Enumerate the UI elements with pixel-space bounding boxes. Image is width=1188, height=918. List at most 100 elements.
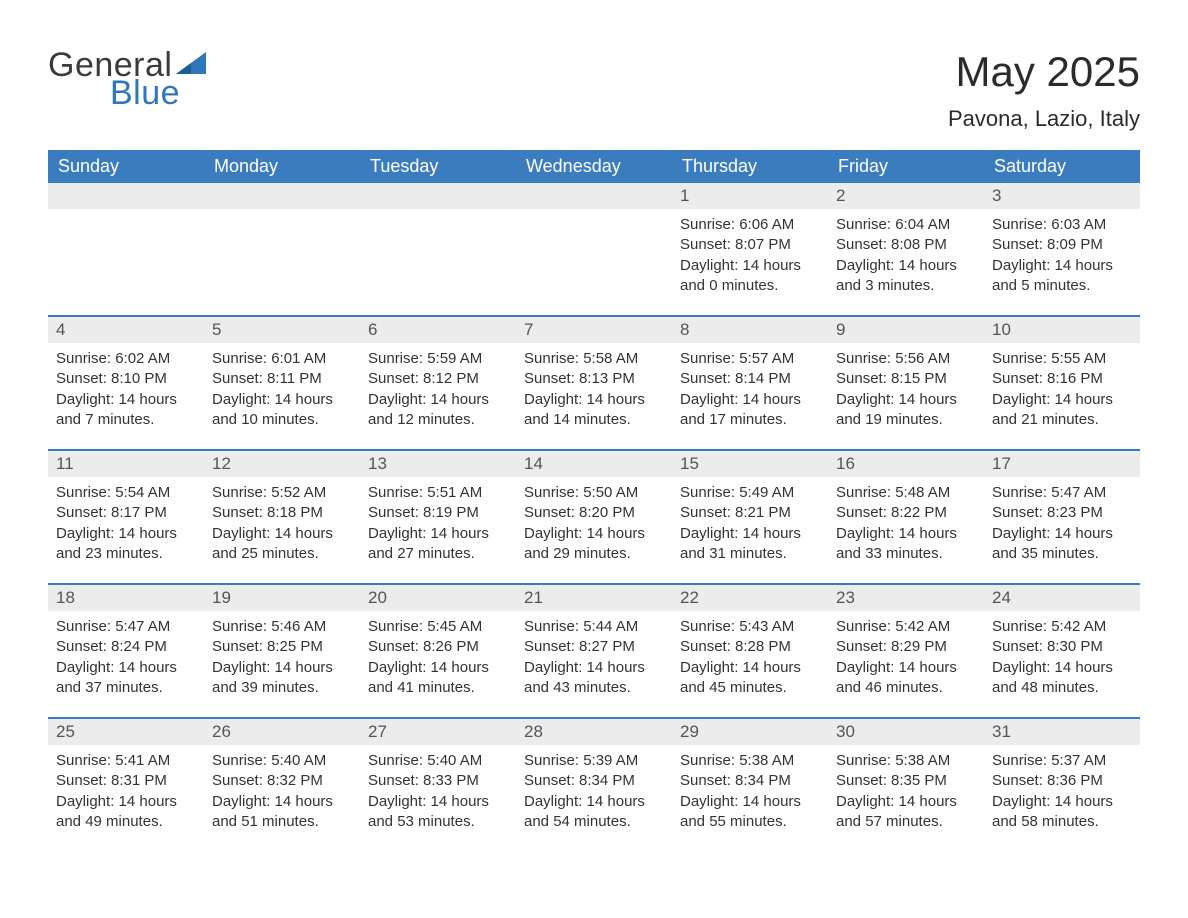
calendar-week-row: 18Sunrise: 5:47 AMSunset: 8:24 PMDayligh…: [48, 583, 1140, 703]
sunrise-line: Sunrise: 5:58 AM: [524, 349, 664, 369]
day-number: 3: [984, 183, 1140, 209]
sunset-line: Sunset: 8:35 PM: [836, 771, 976, 791]
day-number: 22: [672, 585, 828, 611]
sunrise-line: Sunrise: 5:40 AM: [212, 751, 352, 771]
empty-day-header: [516, 183, 672, 209]
sunset-line: Sunset: 8:26 PM: [368, 637, 508, 657]
page-title: May 2025: [948, 48, 1140, 96]
calendar-day-cell: 8Sunrise: 5:57 AMSunset: 8:14 PMDaylight…: [672, 317, 828, 435]
sunrise-line: Sunrise: 6:01 AM: [212, 349, 352, 369]
day-body: Sunrise: 5:40 AMSunset: 8:32 PMDaylight:…: [204, 745, 360, 836]
weekday-header: Wednesday: [516, 150, 672, 183]
sunrise-line: Sunrise: 5:38 AM: [836, 751, 976, 771]
day-number: 12: [204, 451, 360, 477]
day-number: 20: [360, 585, 516, 611]
day-number: 8: [672, 317, 828, 343]
day-body: Sunrise: 5:40 AMSunset: 8:33 PMDaylight:…: [360, 745, 516, 836]
day-body: Sunrise: 5:55 AMSunset: 8:16 PMDaylight:…: [984, 343, 1140, 434]
sunset-line: Sunset: 8:07 PM: [680, 235, 820, 255]
day-number: 31: [984, 719, 1140, 745]
day-number: 11: [48, 451, 204, 477]
daylight-line: Daylight: 14 hours and 35 minutes.: [992, 524, 1132, 565]
day-number: 27: [360, 719, 516, 745]
calendar-day-cell: 25Sunrise: 5:41 AMSunset: 8:31 PMDayligh…: [48, 719, 204, 837]
daylight-line: Daylight: 14 hours and 27 minutes.: [368, 524, 508, 565]
day-body: Sunrise: 5:47 AMSunset: 8:23 PMDaylight:…: [984, 477, 1140, 568]
calendar-day-cell: 23Sunrise: 5:42 AMSunset: 8:29 PMDayligh…: [828, 585, 984, 703]
calendar-day-cell: 28Sunrise: 5:39 AMSunset: 8:34 PMDayligh…: [516, 719, 672, 837]
sunrise-line: Sunrise: 6:04 AM: [836, 215, 976, 235]
day-body: Sunrise: 5:42 AMSunset: 8:30 PMDaylight:…: [984, 611, 1140, 702]
location-subtitle: Pavona, Lazio, Italy: [948, 106, 1140, 132]
day-body: Sunrise: 5:54 AMSunset: 8:17 PMDaylight:…: [48, 477, 204, 568]
calendar-day-cell: 14Sunrise: 5:50 AMSunset: 8:20 PMDayligh…: [516, 451, 672, 569]
day-number: 18: [48, 585, 204, 611]
daylight-line: Daylight: 14 hours and 25 minutes.: [212, 524, 352, 565]
day-number: 26: [204, 719, 360, 745]
day-body: Sunrise: 5:59 AMSunset: 8:12 PMDaylight:…: [360, 343, 516, 434]
day-number: 10: [984, 317, 1140, 343]
calendar-day-cell: 24Sunrise: 5:42 AMSunset: 8:30 PMDayligh…: [984, 585, 1140, 703]
sunrise-line: Sunrise: 5:42 AM: [836, 617, 976, 637]
day-body: Sunrise: 5:48 AMSunset: 8:22 PMDaylight:…: [828, 477, 984, 568]
sunset-line: Sunset: 8:32 PM: [212, 771, 352, 791]
daylight-line: Daylight: 14 hours and 37 minutes.: [56, 658, 196, 699]
sunrise-line: Sunrise: 5:47 AM: [992, 483, 1132, 503]
daylight-line: Daylight: 14 hours and 19 minutes.: [836, 390, 976, 431]
calendar-day-cell: 20Sunrise: 5:45 AMSunset: 8:26 PMDayligh…: [360, 585, 516, 703]
day-body: Sunrise: 5:57 AMSunset: 8:14 PMDaylight:…: [672, 343, 828, 434]
empty-day-header: [48, 183, 204, 209]
sunset-line: Sunset: 8:28 PM: [680, 637, 820, 657]
sunrise-line: Sunrise: 5:49 AM: [680, 483, 820, 503]
sunset-line: Sunset: 8:34 PM: [680, 771, 820, 791]
sunrise-line: Sunrise: 5:56 AM: [836, 349, 976, 369]
sunset-line: Sunset: 8:21 PM: [680, 503, 820, 523]
calendar-day-cell: 22Sunrise: 5:43 AMSunset: 8:28 PMDayligh…: [672, 585, 828, 703]
daylight-line: Daylight: 14 hours and 39 minutes.: [212, 658, 352, 699]
daylight-line: Daylight: 14 hours and 12 minutes.: [368, 390, 508, 431]
sunset-line: Sunset: 8:19 PM: [368, 503, 508, 523]
day-number: 17: [984, 451, 1140, 477]
daylight-line: Daylight: 14 hours and 55 minutes.: [680, 792, 820, 833]
daylight-line: Daylight: 14 hours and 54 minutes.: [524, 792, 664, 833]
day-body: Sunrise: 5:58 AMSunset: 8:13 PMDaylight:…: [516, 343, 672, 434]
sunset-line: Sunset: 8:13 PM: [524, 369, 664, 389]
calendar-day-cell: 15Sunrise: 5:49 AMSunset: 8:21 PMDayligh…: [672, 451, 828, 569]
sunrise-line: Sunrise: 5:40 AM: [368, 751, 508, 771]
calendar-day-cell: 19Sunrise: 5:46 AMSunset: 8:25 PMDayligh…: [204, 585, 360, 703]
sunrise-line: Sunrise: 5:44 AM: [524, 617, 664, 637]
sunrise-line: Sunrise: 5:48 AM: [836, 483, 976, 503]
sunrise-line: Sunrise: 5:42 AM: [992, 617, 1132, 637]
calendar-day-cell: 9Sunrise: 5:56 AMSunset: 8:15 PMDaylight…: [828, 317, 984, 435]
daylight-line: Daylight: 14 hours and 21 minutes.: [992, 390, 1132, 431]
sunrise-line: Sunrise: 5:41 AM: [56, 751, 196, 771]
daylight-line: Daylight: 14 hours and 57 minutes.: [836, 792, 976, 833]
day-body: Sunrise: 5:39 AMSunset: 8:34 PMDaylight:…: [516, 745, 672, 836]
calendar-day-cell: 5Sunrise: 6:01 AMSunset: 8:11 PMDaylight…: [204, 317, 360, 435]
calendar-day-cell: [516, 183, 672, 301]
day-body: Sunrise: 6:06 AMSunset: 8:07 PMDaylight:…: [672, 209, 828, 300]
weekday-header: Tuesday: [360, 150, 516, 183]
calendar-day-cell: 4Sunrise: 6:02 AMSunset: 8:10 PMDaylight…: [48, 317, 204, 435]
calendar-day-cell: 6Sunrise: 5:59 AMSunset: 8:12 PMDaylight…: [360, 317, 516, 435]
day-body: Sunrise: 5:50 AMSunset: 8:20 PMDaylight:…: [516, 477, 672, 568]
sunset-line: Sunset: 8:14 PM: [680, 369, 820, 389]
weekday-header: Sunday: [48, 150, 204, 183]
calendar-day-cell: 1Sunrise: 6:06 AMSunset: 8:07 PMDaylight…: [672, 183, 828, 301]
sunrise-line: Sunrise: 5:46 AM: [212, 617, 352, 637]
sunrise-line: Sunrise: 5:47 AM: [56, 617, 196, 637]
sunrise-line: Sunrise: 5:51 AM: [368, 483, 508, 503]
day-body: Sunrise: 6:01 AMSunset: 8:11 PMDaylight:…: [204, 343, 360, 434]
day-number: 21: [516, 585, 672, 611]
day-number: 30: [828, 719, 984, 745]
calendar-day-cell: 27Sunrise: 5:40 AMSunset: 8:33 PMDayligh…: [360, 719, 516, 837]
sunrise-line: Sunrise: 5:54 AM: [56, 483, 196, 503]
sunrise-line: Sunrise: 5:43 AM: [680, 617, 820, 637]
calendar-week-row: 1Sunrise: 6:06 AMSunset: 8:07 PMDaylight…: [48, 183, 1140, 301]
calendar-day-cell: 13Sunrise: 5:51 AMSunset: 8:19 PMDayligh…: [360, 451, 516, 569]
daylight-line: Daylight: 14 hours and 10 minutes.: [212, 390, 352, 431]
sunset-line: Sunset: 8:25 PM: [212, 637, 352, 657]
sunset-line: Sunset: 8:30 PM: [992, 637, 1132, 657]
day-number: 7: [516, 317, 672, 343]
daylight-line: Daylight: 14 hours and 51 minutes.: [212, 792, 352, 833]
